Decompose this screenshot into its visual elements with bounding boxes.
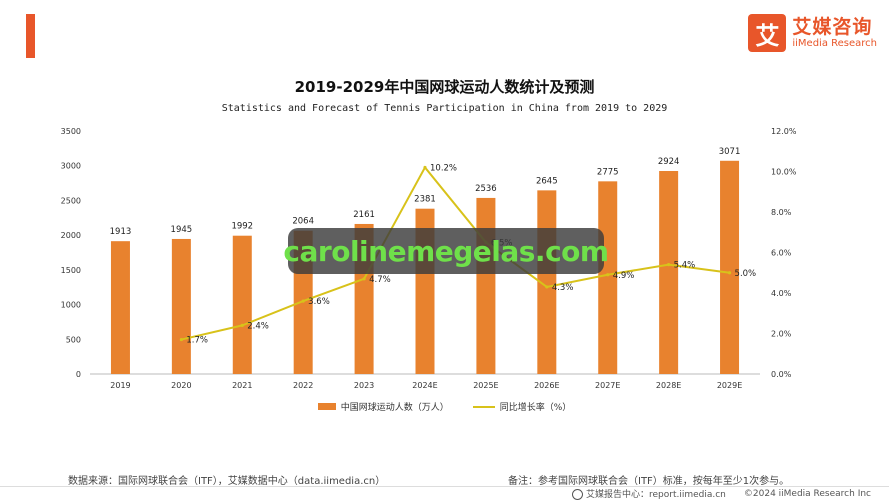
x-tick-label: 2020 [171,381,191,390]
growth-rate-point [727,271,732,275]
copyright: ©2024 iiMedia Research Inc [743,488,871,499]
bar-value-label: 2775 [597,167,619,177]
x-tick-label: 2024E [412,381,437,390]
bar-value-label: 2924 [658,157,680,167]
chart-subtitle: Statistics and Forecast of Tennis Partic… [221,103,668,114]
bar-value-label: 1945 [171,225,193,235]
x-tick-label: 2023 [354,381,374,390]
bar-value-label: 2645 [536,176,558,186]
bar-value-label: 1992 [231,222,253,232]
legend-bar-label: 中国网球运动人数（万人） [340,403,449,413]
growth-rate-point [179,337,183,342]
x-tick-label: 2027E [595,381,620,390]
x-tick-label: 2029E [717,381,742,390]
y-left-tick-label: 1000 [61,301,81,310]
bar [110,241,130,374]
brand-name-cn: 艾媒咨询 [792,16,873,38]
watermark: carolinemegelas.com [283,228,609,274]
bar [171,238,191,374]
y-right-tick-label: 12.0% [771,127,797,136]
footer-divider [0,486,889,487]
y-right-tick-label: 8.0% [771,208,792,217]
bar-value-label: 2536 [475,184,497,194]
bar-value-label: 2381 [414,195,436,205]
y-left-tick-label: 0 [76,370,81,379]
bar [720,160,740,374]
growth-rate-label: 4.9% [613,271,635,281]
growth-rate-label: 3.6% [308,297,330,307]
growth-rate-label: 4.7% [369,275,391,285]
growth-rate-point [301,299,305,303]
bar [232,235,252,374]
legend-bar-swatch [317,403,336,410]
y-right-tick-label: 10.0% [771,168,797,177]
y-left-tick-label: 3000 [61,162,81,171]
brand-logo: 艾 艾媒咨询 iiMedia Research [748,14,877,52]
growth-rate-line [181,165,730,341]
x-tick-label: 2022 [293,381,313,390]
y-right-tick-label: 0.0% [771,370,792,379]
growth-rate-label: 5.0% [735,269,757,279]
bar [659,170,679,374]
y-left-tick-label: 1500 [61,266,81,275]
growth-rate-point [606,273,610,277]
bar [598,181,618,374]
legend-line-label: 同比增长率（%） [499,403,572,413]
y-right-tick-label: 6.0% [771,249,792,258]
bar-value-label: 2161 [353,210,375,220]
y-right-tick-label: 2.0% [771,330,792,339]
brand-name-en: iiMedia Research [792,38,877,49]
x-tick-label: 2026E [534,381,559,390]
y-left-tick-label: 500 [66,335,81,344]
growth-rate-label: 5.4% [674,261,696,271]
legend-item-bar: 中国网球运动人数（万人） [317,400,449,413]
y-left-tick-label: 2500 [61,196,81,205]
x-tick-label: 2019 [110,381,130,390]
legend-item-line: 同比增长率（%） [472,400,572,413]
growth-rate-label: 10.2% [430,163,457,173]
bar [476,197,496,374]
growth-rate-point [362,277,366,281]
x-tick-label: 2028E [656,381,681,390]
remark-note: 备注：参考国际网球联合会（ITF）标准，按每年至少1次参与。 [508,476,790,487]
legend-line-swatch [472,405,495,408]
chart-legend: 中国网球运动人数（万人） 同比增长率（%） [0,400,889,413]
y-left-tick-label: 2000 [61,231,81,240]
bar-value-label: 3071 [719,147,741,157]
x-tick-label: 2025E [473,381,498,390]
growth-rate-point [667,263,671,267]
growth-rate-point [423,165,427,170]
accent-bar [26,14,35,58]
report-center-link[interactable]: 艾媒报告中心：report.iimedia.cn [585,490,726,500]
growth-rate-label: 4.3% [552,283,574,293]
y-right-tick-label: 4.0% [771,289,792,298]
chart-title: 2019-2029年中国网球运动人数统计及预测 [294,78,595,96]
bar-value-label: 1913 [110,227,132,237]
growth-rate-point [240,323,244,327]
growth-rate-point [545,285,549,289]
report-center-icon [571,489,583,500]
watermark-text: carolinemegelas.com [283,234,609,268]
bar-value-label: 2064 [292,217,314,227]
footer-bar: 艾媒报告中心：report.iimedia.cn ©2024 iiMedia R… [0,487,889,500]
growth-rate-label: 2.4% [247,321,269,331]
x-tick-label: 2021 [232,381,252,390]
y-left-tick-label: 3500 [61,127,81,136]
source-note: 数据来源：国际网球联合会（ITF），艾媒数据中心（data.iimedia.cn… [68,476,386,487]
brand-logo-icon: 艾 [748,14,787,52]
growth-rate-label: 1.7% [186,336,208,346]
